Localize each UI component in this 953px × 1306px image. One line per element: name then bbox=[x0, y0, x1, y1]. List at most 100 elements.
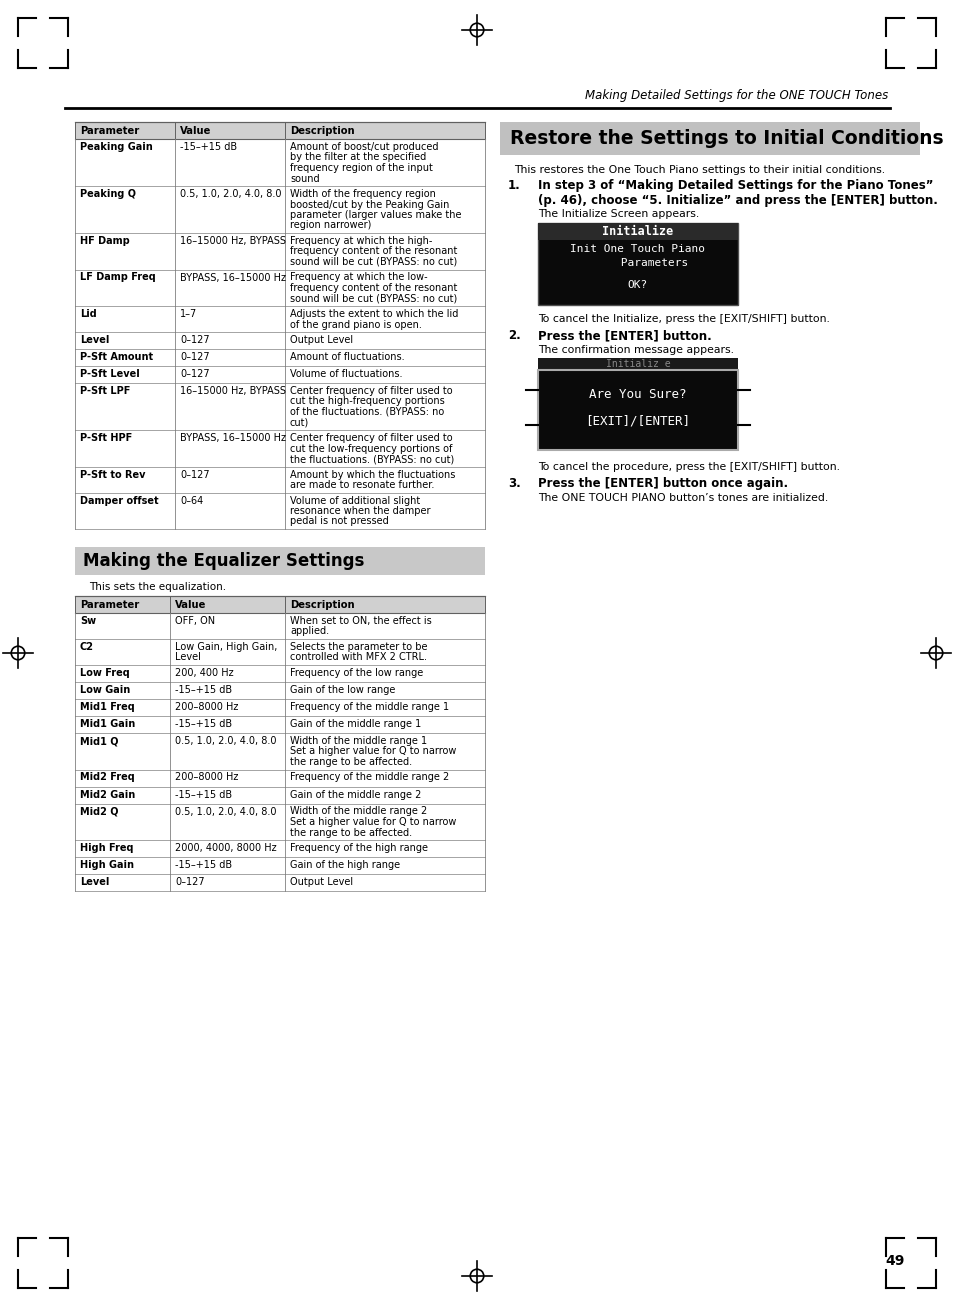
Text: -15–+15 dB: -15–+15 dB bbox=[174, 686, 232, 695]
Text: Press the [ENTER] button once again.: Press the [ENTER] button once again. bbox=[537, 477, 787, 490]
Text: Output Level: Output Level bbox=[290, 336, 353, 345]
Text: Gain of the middle range 1: Gain of the middle range 1 bbox=[290, 720, 421, 729]
Bar bbox=[75, 232, 484, 269]
Text: To cancel the Initialize, press the [EXIT/SHIFT] button.: To cancel the Initialize, press the [EXI… bbox=[537, 313, 829, 324]
Text: 16–15000 Hz, BYPASS: 16–15000 Hz, BYPASS bbox=[180, 236, 286, 246]
Text: Making Detailed Settings for the ONE TOUCH Tones: Making Detailed Settings for the ONE TOU… bbox=[584, 89, 887, 102]
Text: Width of the middle range 2: Width of the middle range 2 bbox=[290, 807, 427, 816]
Text: Mid2 Q: Mid2 Q bbox=[80, 807, 118, 816]
Text: Parameter: Parameter bbox=[80, 599, 139, 610]
Text: 3.: 3. bbox=[507, 477, 520, 490]
Text: Mid2 Gain: Mid2 Gain bbox=[80, 790, 135, 799]
Text: the range to be affected.: the range to be affected. bbox=[290, 757, 412, 767]
Text: This restores the One Touch Piano settings to their initial conditions.: This restores the One Touch Piano settin… bbox=[514, 165, 884, 175]
Text: [EXIT]/[ENTER]: [EXIT]/[ENTER] bbox=[585, 414, 690, 427]
Bar bbox=[75, 857, 484, 874]
Text: of the grand piano is open.: of the grand piano is open. bbox=[290, 320, 421, 329]
Text: Frequency of the high range: Frequency of the high range bbox=[290, 842, 428, 853]
Text: Frequency at which the low-: Frequency at which the low- bbox=[290, 273, 427, 282]
Text: Mid1 Gain: Mid1 Gain bbox=[80, 720, 135, 729]
Text: BYPASS, 16–15000 Hz: BYPASS, 16–15000 Hz bbox=[180, 273, 286, 282]
Text: Frequency of the middle range 2: Frequency of the middle range 2 bbox=[290, 773, 449, 782]
Bar bbox=[75, 639, 484, 665]
Text: Volume of additional slight: Volume of additional slight bbox=[290, 495, 420, 505]
Text: P-Sft Level: P-Sft Level bbox=[80, 370, 139, 379]
Text: Making the Equalizer Settings: Making the Equalizer Settings bbox=[83, 552, 364, 569]
Text: High Freq: High Freq bbox=[80, 842, 133, 853]
Text: Restore the Settings to Initial Conditions: Restore the Settings to Initial Conditio… bbox=[510, 129, 943, 148]
Text: To cancel the procedure, press the [EXIT/SHIFT] button.: To cancel the procedure, press the [EXIT… bbox=[537, 462, 840, 471]
Text: by the filter at the specified: by the filter at the specified bbox=[290, 153, 426, 162]
Text: Peaking Q: Peaking Q bbox=[80, 189, 136, 199]
Text: controlled with MFX 2 CTRL.: controlled with MFX 2 CTRL. bbox=[290, 653, 427, 662]
Text: Description: Description bbox=[290, 599, 355, 610]
Text: Level: Level bbox=[80, 878, 110, 887]
Bar bbox=[75, 332, 484, 349]
Bar bbox=[75, 682, 484, 699]
Text: Low Gain, High Gain,: Low Gain, High Gain, bbox=[174, 643, 277, 652]
Text: P-Sft to Rev: P-Sft to Rev bbox=[80, 469, 146, 479]
Text: Set a higher value for Q to narrow: Set a higher value for Q to narrow bbox=[290, 747, 456, 756]
Text: Initialize: Initialize bbox=[601, 225, 673, 238]
Bar bbox=[75, 874, 484, 891]
Bar bbox=[75, 613, 484, 639]
Text: boosted/cut by the Peaking Gain: boosted/cut by the Peaking Gain bbox=[290, 200, 449, 209]
Text: 1.: 1. bbox=[507, 179, 520, 192]
Text: parameter (larger values make the: parameter (larger values make the bbox=[290, 210, 461, 219]
Bar bbox=[75, 665, 484, 682]
Text: Sw: Sw bbox=[80, 616, 96, 626]
Bar bbox=[75, 699, 484, 716]
Text: 200–8000 Hz: 200–8000 Hz bbox=[174, 773, 238, 782]
Bar bbox=[75, 121, 484, 138]
Text: applied.: applied. bbox=[290, 627, 329, 636]
Text: Value: Value bbox=[180, 125, 212, 136]
Bar bbox=[75, 430, 484, 466]
Text: 0–127: 0–127 bbox=[180, 469, 210, 479]
Text: 0–127: 0–127 bbox=[180, 370, 210, 379]
Text: HF Damp: HF Damp bbox=[80, 236, 130, 246]
Text: Amount of boost/cut produced: Amount of boost/cut produced bbox=[290, 142, 438, 151]
Text: frequency content of the resonant: frequency content of the resonant bbox=[290, 283, 456, 293]
Text: Selects the parameter to be: Selects the parameter to be bbox=[290, 643, 427, 652]
Bar bbox=[75, 366, 484, 383]
Text: Adjusts the extent to which the lid: Adjusts the extent to which the lid bbox=[290, 310, 457, 319]
Text: Level: Level bbox=[80, 336, 110, 345]
Text: the fluctuations. (BYPASS: no cut): the fluctuations. (BYPASS: no cut) bbox=[290, 454, 454, 464]
Text: OFF, ON: OFF, ON bbox=[174, 616, 214, 626]
Text: The confirmation message appears.: The confirmation message appears. bbox=[537, 345, 733, 355]
Bar bbox=[75, 185, 484, 232]
Text: 200, 400 Hz: 200, 400 Hz bbox=[174, 667, 233, 678]
Text: Gain of the low range: Gain of the low range bbox=[290, 686, 395, 695]
Text: 0.5, 1.0, 2.0, 4.0, 8.0: 0.5, 1.0, 2.0, 4.0, 8.0 bbox=[174, 807, 276, 816]
Text: Amount of fluctuations.: Amount of fluctuations. bbox=[290, 353, 404, 362]
Text: Damper offset: Damper offset bbox=[80, 495, 158, 505]
Text: are made to resonate further.: are made to resonate further. bbox=[290, 481, 434, 490]
Text: 1–7: 1–7 bbox=[180, 310, 197, 319]
Text: High Gain: High Gain bbox=[80, 859, 133, 870]
Text: 200–8000 Hz: 200–8000 Hz bbox=[174, 703, 238, 712]
Text: LF Damp Freq: LF Damp Freq bbox=[80, 273, 155, 282]
Text: Center frequency of filter used to: Center frequency of filter used to bbox=[290, 387, 452, 396]
Text: Width of the frequency region: Width of the frequency region bbox=[290, 189, 436, 199]
Text: When set to ON, the effect is: When set to ON, the effect is bbox=[290, 616, 432, 626]
Text: The Initialize Screen appears.: The Initialize Screen appears. bbox=[537, 209, 699, 219]
Text: sound will be cut (BYPASS: no cut): sound will be cut (BYPASS: no cut) bbox=[290, 257, 456, 266]
Text: Level: Level bbox=[174, 653, 201, 662]
Text: the range to be affected.: the range to be affected. bbox=[290, 828, 412, 837]
Text: Are You Sure?: Are You Sure? bbox=[589, 388, 686, 401]
Text: 0.5, 1.0, 2.0, 4.0, 8.0: 0.5, 1.0, 2.0, 4.0, 8.0 bbox=[180, 189, 281, 199]
Text: frequency region of the input: frequency region of the input bbox=[290, 163, 433, 172]
Text: Frequency at which the high-: Frequency at which the high- bbox=[290, 236, 432, 246]
Text: Amount by which the fluctuations: Amount by which the fluctuations bbox=[290, 469, 455, 479]
Text: 0–127: 0–127 bbox=[174, 878, 204, 887]
Text: Mid1 Q: Mid1 Q bbox=[80, 737, 118, 746]
Text: -15–+15 dB: -15–+15 dB bbox=[174, 790, 232, 799]
Bar bbox=[537, 370, 738, 451]
Text: 0–127: 0–127 bbox=[180, 353, 210, 362]
Bar bbox=[75, 716, 484, 733]
Text: Gain of the middle range 2: Gain of the middle range 2 bbox=[290, 790, 421, 799]
Text: 0–64: 0–64 bbox=[180, 495, 203, 505]
Text: The ONE TOUCH PIANO button’s tones are initialized.: The ONE TOUCH PIANO button’s tones are i… bbox=[537, 492, 827, 503]
Text: 0.5, 1.0, 2.0, 4.0, 8.0: 0.5, 1.0, 2.0, 4.0, 8.0 bbox=[174, 737, 276, 746]
Text: Volume of fluctuations.: Volume of fluctuations. bbox=[290, 370, 402, 379]
